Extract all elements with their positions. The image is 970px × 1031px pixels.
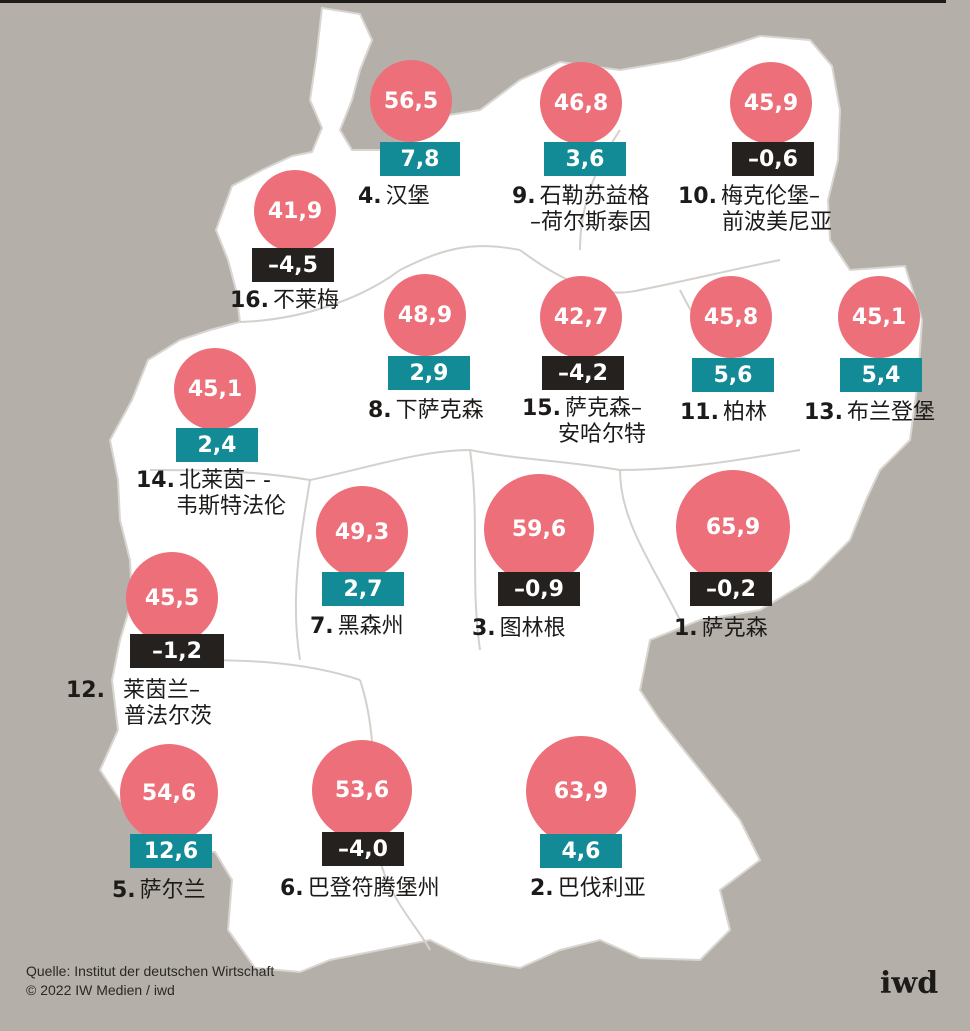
state-label: 15. 萨克森– 安哈尔特 [522,396,647,448]
change-value-box: 2,9 [388,356,470,390]
state-label: 8. 下萨克森 [368,398,484,423]
change-value-box: –4,5 [252,248,334,282]
state-label: 10. 梅克伦堡– 前波美尼亚 [678,184,833,236]
share-value-circle: 45,1 [838,276,920,358]
share-value-circle: 45,5 [126,552,218,644]
change-value-box: –0,9 [498,572,580,606]
state-label: 5. 萨尔兰 [112,878,206,903]
change-value-box: –4,0 [322,832,404,866]
iwd-logo: iwd [880,966,939,1001]
change-value-box: 2,7 [322,572,404,606]
share-value-circle: 63,9 [526,736,636,846]
change-value-box: –0,6 [732,142,814,176]
share-value-circle: 41,9 [254,170,336,252]
share-value-circle: 45,1 [174,348,256,430]
share-value-circle: 56,5 [370,60,452,142]
share-value-circle: 53,6 [312,740,412,840]
change-value-box: –1,2 [130,634,224,668]
state-label: 14. 北莱茵– - 韦斯特法伦 [136,468,287,520]
change-value-box: 7,8 [380,142,460,176]
change-value-box: 5,6 [692,358,774,392]
change-value-box: –4,2 [542,356,624,390]
state-label: 13. 布兰登堡 [804,400,935,425]
change-value-box: 12,6 [130,834,212,868]
source-note: Quelle: Institut der deutschen Wirtschaf… [26,963,275,998]
top-rule [0,0,946,3]
share-value-circle: 48,9 [384,274,466,356]
share-value-circle: 45,8 [690,276,772,358]
state-label: 1. 萨克森 [674,616,768,641]
state-label: 9. 石勒苏益格 –荷尔斯泰因 [512,184,652,236]
state-label: 16. 不莱梅 [230,288,339,313]
state-label: 4. 汉堡 [358,184,430,209]
change-value-box: 2,4 [176,428,258,462]
change-value-box: 5,4 [840,358,922,392]
share-value-circle: 54,6 [120,744,218,842]
share-value-circle: 42,7 [540,276,622,358]
share-value-circle: 59,6 [484,474,594,584]
state-label: 2. 巴伐利亚 [530,876,646,901]
state-label: 7. 黑森州 [310,614,404,639]
change-value-box: –0,2 [690,572,772,606]
share-value-circle: 45,9 [730,62,812,144]
state-label: 3. 图林根 [472,616,566,641]
state-label: 12. 莱茵兰– 普法尔茨 [66,678,213,730]
share-value-circle: 65,9 [676,470,790,584]
state-label: 6. 巴登符腾堡州 [280,876,440,901]
share-value-circle: 46,8 [540,62,622,144]
share-value-circle: 49,3 [316,486,408,578]
state-label: 11. 柏林 [680,400,767,425]
change-value-box: 4,6 [540,834,622,868]
change-value-box: 3,6 [544,142,626,176]
